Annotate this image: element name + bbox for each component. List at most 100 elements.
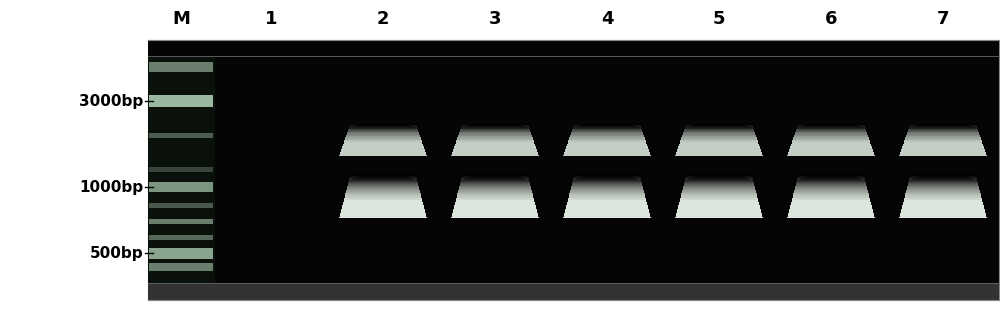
FancyBboxPatch shape (353, 126, 413, 127)
FancyBboxPatch shape (902, 206, 984, 207)
Text: 3: 3 (489, 10, 501, 28)
FancyBboxPatch shape (343, 204, 423, 205)
FancyBboxPatch shape (566, 206, 648, 207)
FancyBboxPatch shape (679, 202, 759, 203)
FancyBboxPatch shape (678, 208, 760, 210)
FancyBboxPatch shape (912, 179, 974, 180)
FancyBboxPatch shape (903, 145, 983, 146)
FancyBboxPatch shape (682, 192, 756, 193)
FancyBboxPatch shape (692, 177, 746, 178)
FancyBboxPatch shape (908, 129, 978, 130)
FancyBboxPatch shape (792, 199, 870, 200)
FancyBboxPatch shape (465, 178, 525, 179)
FancyBboxPatch shape (571, 181, 643, 182)
FancyBboxPatch shape (686, 127, 752, 128)
FancyBboxPatch shape (568, 143, 646, 144)
FancyBboxPatch shape (908, 182, 978, 184)
FancyBboxPatch shape (350, 125, 416, 126)
FancyBboxPatch shape (350, 175, 416, 176)
FancyBboxPatch shape (689, 126, 749, 127)
FancyBboxPatch shape (149, 248, 213, 259)
FancyBboxPatch shape (345, 139, 421, 140)
FancyBboxPatch shape (347, 188, 419, 189)
FancyBboxPatch shape (458, 136, 532, 137)
FancyBboxPatch shape (790, 205, 872, 206)
FancyBboxPatch shape (564, 215, 650, 216)
FancyBboxPatch shape (567, 144, 647, 145)
FancyBboxPatch shape (349, 126, 417, 127)
FancyBboxPatch shape (572, 182, 642, 184)
FancyBboxPatch shape (685, 128, 753, 129)
FancyBboxPatch shape (678, 205, 760, 206)
FancyBboxPatch shape (462, 127, 528, 128)
FancyBboxPatch shape (907, 187, 979, 188)
FancyBboxPatch shape (342, 207, 424, 208)
FancyBboxPatch shape (344, 142, 422, 143)
FancyBboxPatch shape (460, 129, 530, 130)
FancyBboxPatch shape (806, 176, 856, 177)
FancyBboxPatch shape (343, 144, 423, 145)
FancyBboxPatch shape (566, 207, 648, 208)
FancyBboxPatch shape (576, 179, 638, 180)
FancyBboxPatch shape (900, 213, 986, 214)
FancyBboxPatch shape (684, 130, 754, 131)
FancyBboxPatch shape (349, 181, 417, 182)
FancyBboxPatch shape (681, 137, 757, 138)
FancyBboxPatch shape (580, 177, 634, 178)
FancyBboxPatch shape (676, 152, 762, 153)
FancyBboxPatch shape (903, 204, 983, 205)
FancyBboxPatch shape (689, 178, 749, 179)
FancyBboxPatch shape (910, 177, 976, 178)
FancyBboxPatch shape (458, 190, 532, 191)
FancyBboxPatch shape (681, 140, 757, 141)
FancyBboxPatch shape (685, 181, 753, 182)
FancyBboxPatch shape (685, 178, 753, 179)
FancyBboxPatch shape (564, 154, 650, 155)
FancyBboxPatch shape (798, 175, 864, 176)
FancyBboxPatch shape (900, 215, 986, 216)
FancyBboxPatch shape (676, 153, 762, 154)
FancyBboxPatch shape (680, 201, 758, 202)
FancyBboxPatch shape (342, 205, 424, 206)
FancyBboxPatch shape (566, 208, 648, 210)
FancyBboxPatch shape (900, 152, 986, 153)
FancyBboxPatch shape (678, 183, 760, 184)
FancyBboxPatch shape (907, 186, 979, 187)
FancyBboxPatch shape (792, 143, 870, 144)
FancyBboxPatch shape (340, 214, 426, 215)
FancyBboxPatch shape (569, 138, 645, 139)
FancyBboxPatch shape (795, 181, 867, 182)
FancyBboxPatch shape (677, 212, 761, 213)
FancyBboxPatch shape (454, 148, 536, 149)
FancyBboxPatch shape (350, 124, 416, 125)
FancyBboxPatch shape (349, 180, 417, 181)
FancyBboxPatch shape (564, 152, 650, 153)
FancyBboxPatch shape (696, 124, 742, 125)
FancyBboxPatch shape (566, 183, 648, 184)
FancyBboxPatch shape (347, 133, 419, 134)
FancyBboxPatch shape (685, 180, 753, 181)
FancyBboxPatch shape (455, 202, 535, 203)
FancyBboxPatch shape (573, 126, 641, 127)
FancyBboxPatch shape (791, 203, 871, 204)
FancyBboxPatch shape (341, 151, 425, 152)
FancyBboxPatch shape (910, 127, 976, 128)
FancyBboxPatch shape (340, 215, 426, 216)
FancyBboxPatch shape (688, 179, 750, 180)
FancyBboxPatch shape (572, 131, 642, 132)
FancyBboxPatch shape (797, 181, 865, 182)
FancyBboxPatch shape (345, 138, 421, 139)
FancyBboxPatch shape (569, 194, 645, 195)
FancyBboxPatch shape (571, 132, 643, 133)
FancyBboxPatch shape (901, 150, 985, 151)
FancyBboxPatch shape (790, 208, 872, 210)
FancyBboxPatch shape (347, 186, 419, 187)
FancyBboxPatch shape (149, 133, 213, 138)
FancyBboxPatch shape (798, 127, 864, 128)
FancyBboxPatch shape (454, 183, 536, 184)
FancyBboxPatch shape (574, 177, 640, 178)
FancyBboxPatch shape (346, 190, 420, 191)
FancyBboxPatch shape (347, 189, 419, 190)
FancyBboxPatch shape (907, 188, 979, 189)
FancyBboxPatch shape (571, 189, 643, 190)
